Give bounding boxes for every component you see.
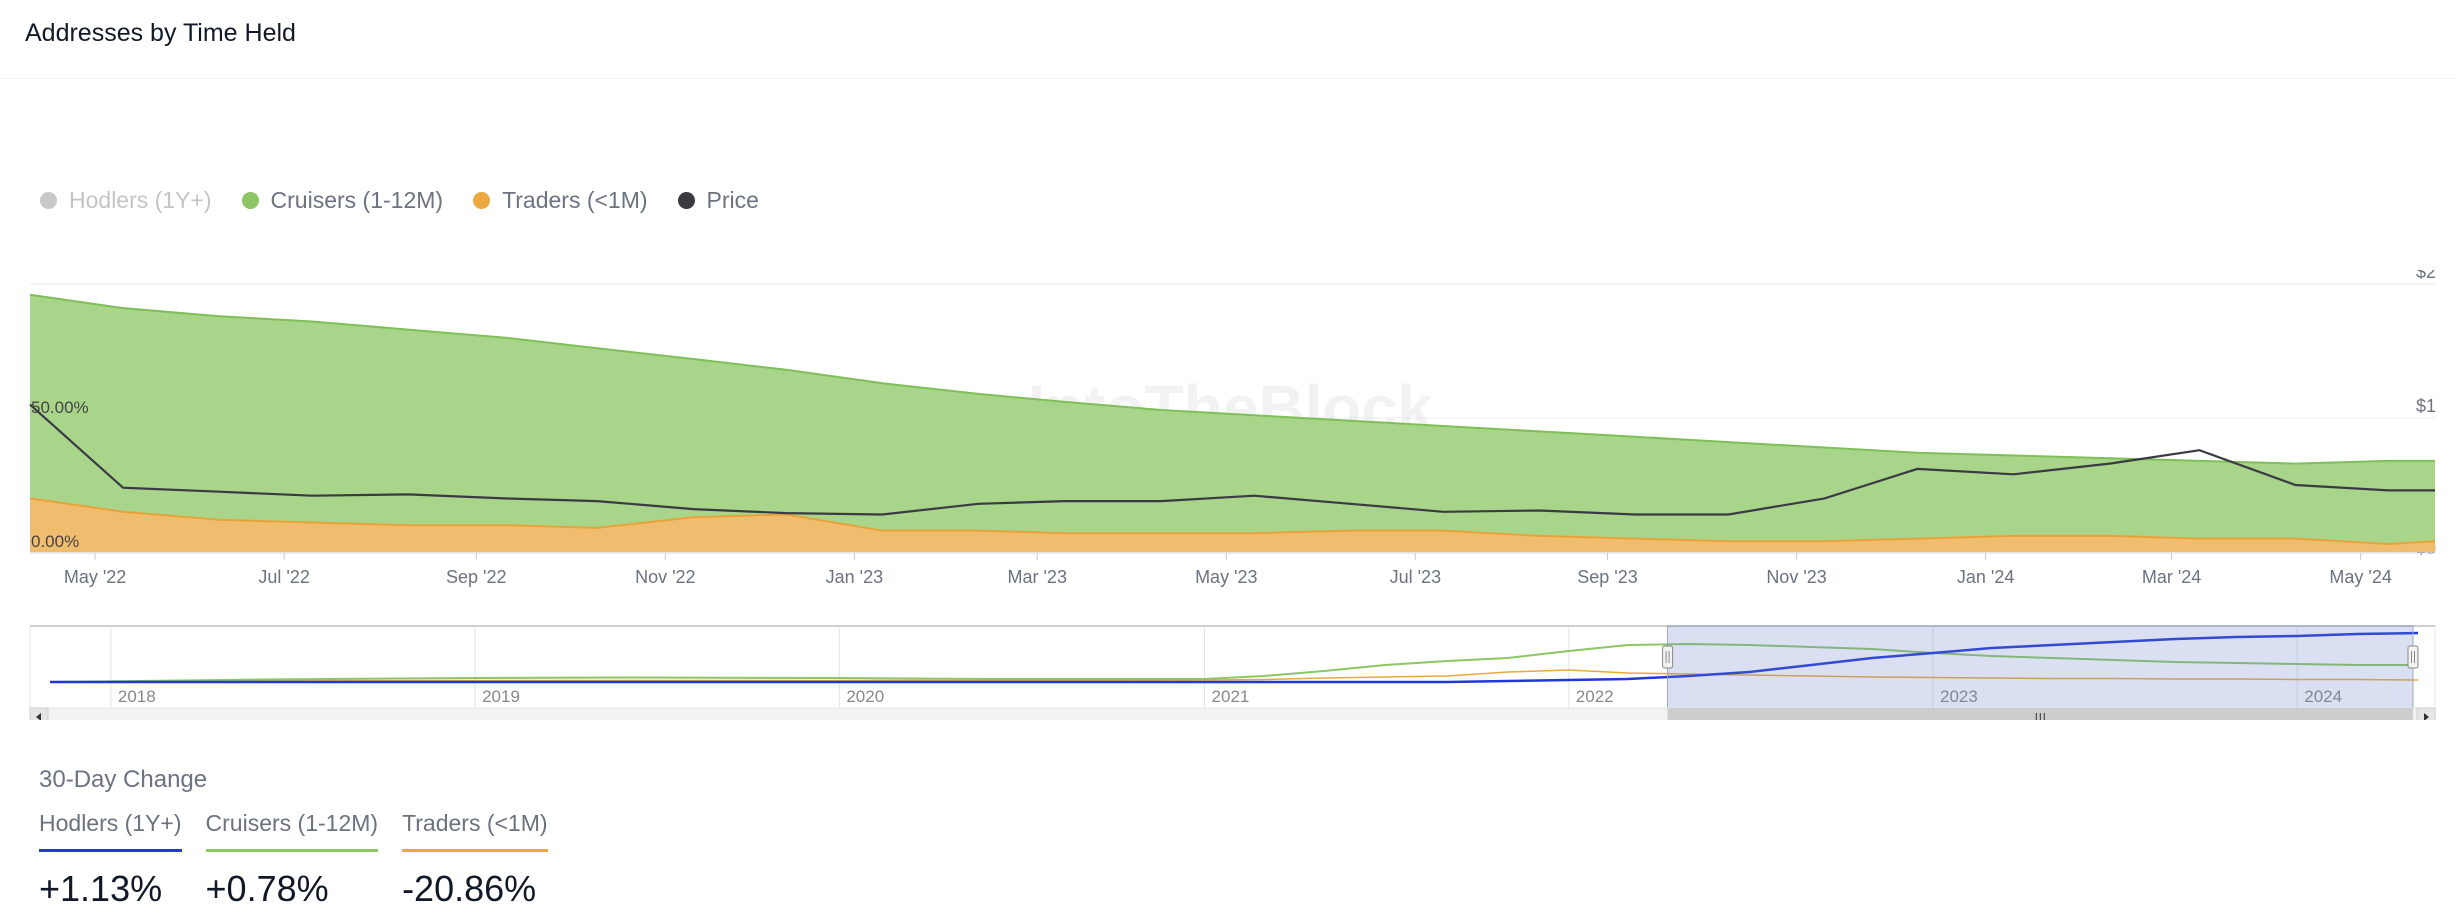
header: Addresses by Time Held <box>0 0 2456 79</box>
legend-label: Hodlers (1Y+) <box>69 186 212 213</box>
navigator-selection[interactable] <box>1667 625 2414 709</box>
x-tick-label: Nov '22 <box>635 567 695 587</box>
traders-area <box>30 498 2435 552</box>
change-column: Hodlers (1Y+) +1.13% <box>39 810 182 910</box>
thirty-day-change: 30-Day Change Hodlers (1Y+) +1.13% Cruiser… <box>39 766 548 910</box>
arrow-right-icon <box>2424 713 2429 720</box>
right-axis-tick-label: $1 <box>2416 396 2436 416</box>
x-tick-label: Jul '23 <box>1390 567 1441 587</box>
navigator-handle[interactable] <box>2407 645 2419 669</box>
navigator-year-label: 2021 <box>1212 687 1250 706</box>
legend-dot-icon <box>40 191 57 209</box>
navigator-traders-line <box>49 669 2419 683</box>
legend-item-traders-1m[interactable]: Traders (<1M) <box>473 186 648 214</box>
change-column: Cruisers (1-12M) +0.78% <box>205 810 379 910</box>
traders-line <box>29 497 2436 546</box>
page-title: Addresses by Time Held <box>25 19 296 47</box>
cruisers-area <box>30 294 2435 552</box>
scroll-right-button[interactable] <box>2416 707 2436 720</box>
navigator-hodlers-line <box>50 631 2419 684</box>
x-tick-label: Nov '23 <box>1766 567 1826 587</box>
price-line <box>29 403 2435 516</box>
change-column: Traders (<1M) -20.86% <box>402 810 548 910</box>
change-title: 30-Day Change <box>39 766 208 793</box>
change-value: -20.86% <box>402 868 537 909</box>
left-axis-tick-label: 50.00% <box>31 398 89 417</box>
change-label: Cruisers (1-12M) <box>205 810 379 852</box>
legend-dot-icon <box>473 191 491 209</box>
navigator-year-label: 2022 <box>1576 687 1614 706</box>
navigator-year-label: 2019 <box>482 687 520 706</box>
x-tick-label: Jul '22 <box>258 567 309 587</box>
x-tick-label: Mar '24 <box>2142 567 2201 587</box>
legend-item-cruisers-1-12m[interactable]: Cruisers (1-12M) <box>241 186 444 214</box>
x-tick-label: Jan '23 <box>826 567 883 587</box>
navigator-year-label: 2023 <box>1940 687 1978 706</box>
change-label: Hodlers (1Y+) <box>39 810 182 852</box>
navigator-year-label: 2020 <box>846 687 884 706</box>
change-columns: Hodlers (1Y+) +1.13% Cruisers (1-12M) +0.78… <box>39 810 548 910</box>
chart-legend: Hodlers (1Y+) Cruisers (1-12M) Traders (<1… <box>40 185 759 215</box>
cruisers-line <box>29 293 2435 465</box>
legend-dot-icon <box>241 191 259 209</box>
change-value: +0.78% <box>205 868 329 909</box>
x-tick-label: May '24 <box>2329 567 2391 587</box>
legend-label: Traders (<1M) <box>502 186 648 213</box>
arrow-left-icon <box>36 713 41 720</box>
x-tick-label: Sep '23 <box>1577 567 1638 587</box>
legend-label: Cruisers (1-12M) <box>270 186 444 213</box>
right-axis-tick-label: $2 <box>2416 270 2436 282</box>
legend-label: Price <box>706 186 759 213</box>
x-tick-label: May '22 <box>64 567 126 587</box>
legend-item-hodlers-1y[interactable]: Hodlers (1Y+) <box>40 187 212 214</box>
navigator-cruisers-line <box>49 642 2418 683</box>
left-axis-tick-label: 0.00% <box>31 532 79 551</box>
navigator-year-label: 2018 <box>118 687 156 706</box>
navigator-handle[interactable] <box>1662 645 1674 669</box>
legend-dot-icon <box>677 191 695 209</box>
x-tick-label: Mar '23 <box>1008 567 1067 587</box>
x-tick-label: Sep '22 <box>446 567 507 587</box>
navigator-year-label: 2024 <box>2304 687 2342 706</box>
x-tick-label: May '23 <box>1195 567 1257 587</box>
scroll-left-button[interactable] <box>29 707 49 720</box>
x-tick-label: Jan '24 <box>1957 567 2014 587</box>
change-label: Traders (<1M) <box>402 810 548 852</box>
legend-item-price[interactable]: Price <box>677 186 759 214</box>
change-value: +1.13% <box>39 868 163 909</box>
